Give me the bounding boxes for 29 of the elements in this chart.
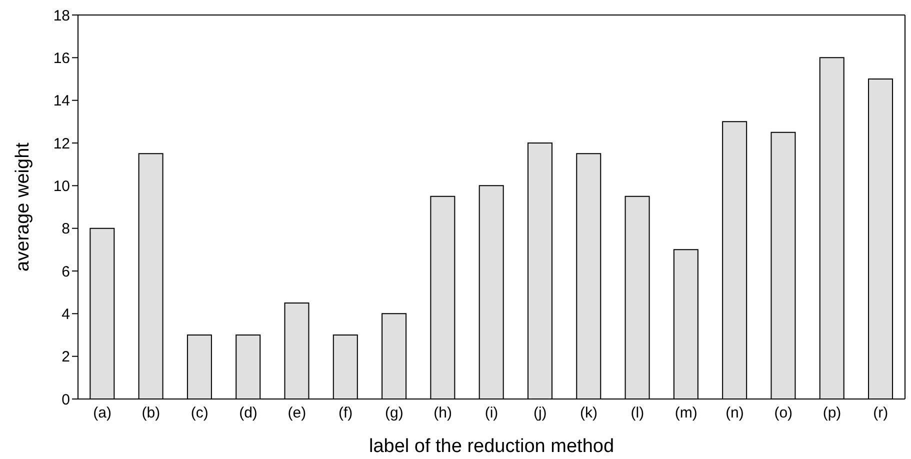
y-tick-label: 12 bbox=[53, 135, 70, 152]
y-tick-label: 2 bbox=[62, 348, 70, 366]
x-tick-label: (k) bbox=[580, 404, 598, 422]
y-tick-label: 18 bbox=[53, 7, 70, 24]
y-tick-label: 10 bbox=[53, 178, 70, 195]
x-tick-label: (g) bbox=[385, 404, 404, 422]
x-tick-label: (l) bbox=[630, 404, 644, 422]
y-axis-title: average weight bbox=[12, 142, 34, 272]
y-tick-label: 14 bbox=[53, 92, 70, 110]
x-tick-label: (r) bbox=[873, 404, 888, 422]
x-tick-label: (o) bbox=[774, 404, 793, 422]
y-tick-label: 8 bbox=[62, 220, 70, 238]
y-tick-label: 4 bbox=[62, 306, 70, 323]
x-tick-label: (m) bbox=[674, 404, 698, 422]
x-tick-label: (i) bbox=[484, 404, 498, 422]
x-tick-label: (b) bbox=[142, 404, 160, 422]
x-tick-label: (a) bbox=[93, 404, 112, 422]
x-tick-label: (j) bbox=[533, 404, 547, 422]
x-tick-label: (c) bbox=[190, 404, 208, 422]
x-axis-title: label of the reduction method bbox=[368, 436, 614, 457]
x-tick-label: (p) bbox=[822, 404, 842, 422]
y-tick-label: 16 bbox=[53, 50, 70, 67]
x-tick-label: (e) bbox=[288, 404, 306, 422]
x-tick-label: (h) bbox=[434, 404, 452, 422]
y-tick-label: 6 bbox=[62, 263, 70, 280]
y-tick-label: 0 bbox=[62, 391, 70, 408]
x-tick-label: (d) bbox=[239, 404, 258, 422]
x-tick-label: (f) bbox=[338, 404, 353, 422]
x-tick-label: (n) bbox=[726, 404, 744, 422]
